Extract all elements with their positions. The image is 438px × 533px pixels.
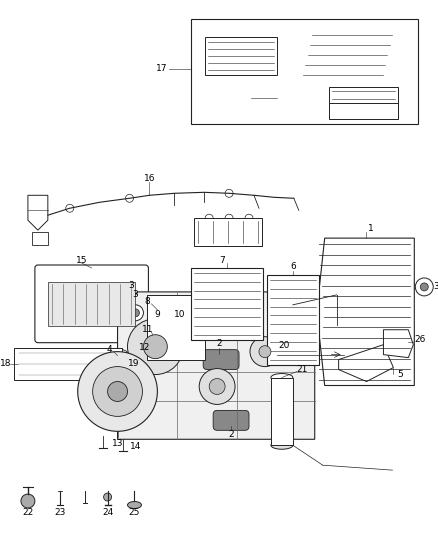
- Bar: [32, 232, 48, 245]
- Bar: [48, 282, 135, 326]
- Text: 17: 17: [155, 64, 167, 74]
- Text: 24: 24: [102, 508, 113, 518]
- Circle shape: [131, 309, 139, 317]
- Polygon shape: [28, 195, 48, 230]
- Text: 2: 2: [228, 430, 234, 439]
- Text: 20: 20: [278, 341, 290, 350]
- Text: 4: 4: [107, 345, 113, 354]
- Text: 5: 5: [398, 370, 403, 379]
- FancyBboxPatch shape: [239, 85, 287, 111]
- Circle shape: [199, 369, 235, 405]
- Text: 25: 25: [129, 508, 140, 518]
- Text: 22: 22: [22, 508, 34, 518]
- Circle shape: [164, 322, 170, 328]
- Text: 9: 9: [155, 310, 160, 319]
- Ellipse shape: [271, 441, 293, 449]
- Text: 7: 7: [219, 255, 225, 264]
- Text: 26: 26: [415, 335, 426, 344]
- FancyBboxPatch shape: [203, 350, 239, 369]
- Text: 3: 3: [133, 290, 138, 300]
- Text: 23: 23: [54, 508, 65, 518]
- Circle shape: [209, 378, 225, 394]
- Bar: [191, 268, 263, 340]
- Circle shape: [310, 99, 316, 104]
- Circle shape: [291, 90, 307, 106]
- Polygon shape: [207, 82, 223, 100]
- Text: 11: 11: [141, 325, 153, 334]
- Circle shape: [143, 335, 167, 359]
- Circle shape: [156, 317, 162, 323]
- Text: 18: 18: [0, 359, 12, 368]
- Polygon shape: [117, 292, 315, 439]
- FancyBboxPatch shape: [35, 265, 148, 343]
- Bar: [205, 37, 277, 75]
- Circle shape: [245, 214, 253, 222]
- Bar: [148, 295, 205, 360]
- Text: 1: 1: [367, 224, 373, 233]
- Circle shape: [127, 305, 143, 321]
- Text: 13: 13: [112, 439, 123, 448]
- Bar: [14, 348, 121, 379]
- Text: 6: 6: [290, 262, 296, 271]
- Circle shape: [21, 494, 35, 508]
- Circle shape: [250, 337, 280, 367]
- Circle shape: [104, 493, 112, 501]
- Text: 3: 3: [433, 282, 438, 292]
- Text: 8: 8: [145, 297, 150, 306]
- Text: 3: 3: [129, 281, 134, 290]
- Circle shape: [225, 189, 233, 197]
- Circle shape: [66, 204, 74, 212]
- Bar: [328, 87, 399, 111]
- Ellipse shape: [127, 502, 141, 508]
- Circle shape: [205, 214, 213, 222]
- Circle shape: [78, 352, 157, 431]
- Circle shape: [93, 367, 142, 416]
- Circle shape: [296, 95, 302, 101]
- FancyBboxPatch shape: [213, 410, 249, 430]
- Ellipse shape: [271, 374, 293, 382]
- Bar: [267, 275, 319, 365]
- Text: 14: 14: [130, 442, 141, 451]
- Circle shape: [126, 195, 134, 202]
- Circle shape: [108, 382, 127, 401]
- Bar: [271, 377, 293, 445]
- Text: 16: 16: [144, 174, 155, 183]
- Circle shape: [225, 214, 233, 222]
- Bar: [328, 103, 399, 119]
- Polygon shape: [383, 330, 413, 358]
- Text: 2: 2: [216, 339, 222, 348]
- Text: 21: 21: [296, 365, 307, 374]
- Circle shape: [259, 346, 271, 358]
- Bar: [191, 19, 418, 124]
- Text: 10: 10: [173, 310, 185, 319]
- Text: 15: 15: [76, 255, 88, 264]
- Polygon shape: [317, 238, 414, 385]
- Text: 19: 19: [128, 359, 139, 368]
- Circle shape: [415, 278, 433, 296]
- Circle shape: [172, 317, 178, 323]
- Circle shape: [127, 319, 183, 375]
- Bar: [194, 218, 262, 246]
- Polygon shape: [339, 345, 393, 382]
- Circle shape: [420, 283, 428, 291]
- Text: 12: 12: [139, 343, 150, 352]
- Circle shape: [310, 91, 316, 96]
- Polygon shape: [299, 29, 396, 81]
- Circle shape: [113, 350, 130, 366]
- Circle shape: [148, 351, 161, 365]
